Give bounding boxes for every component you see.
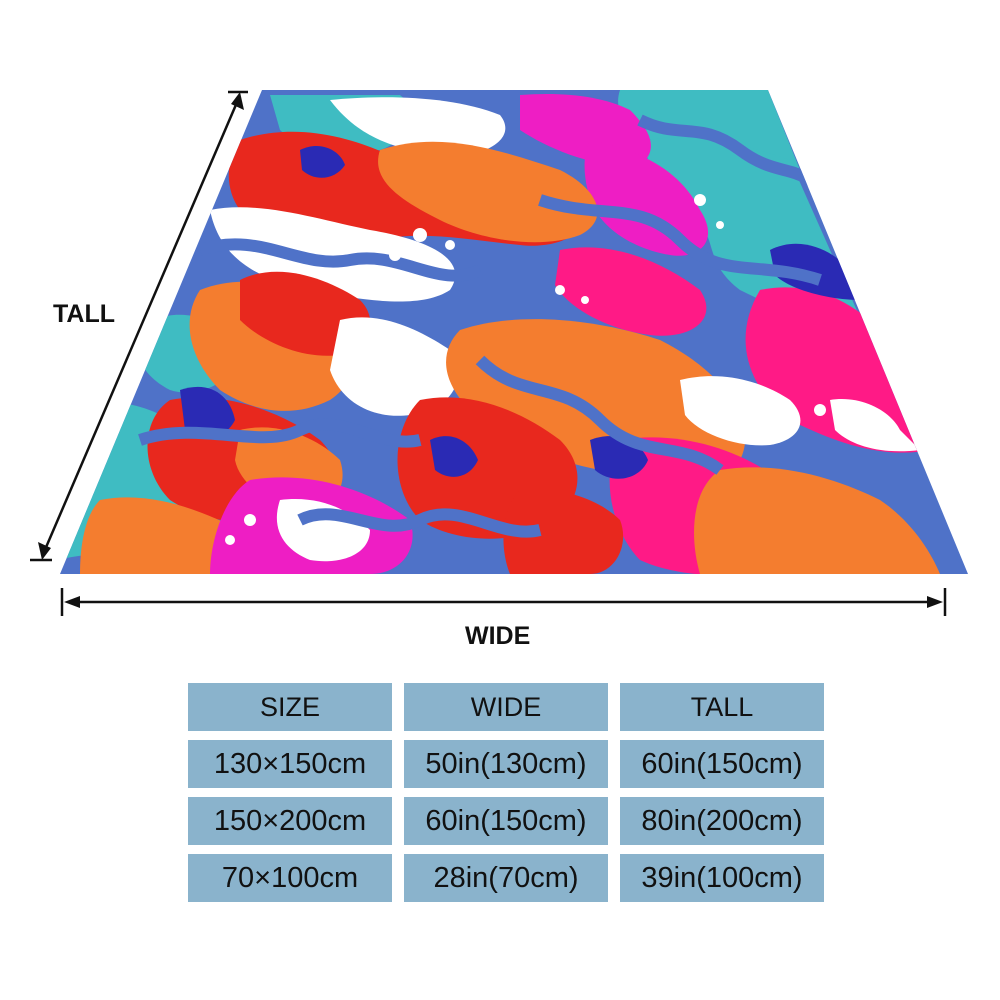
table-cell-tall: 39in(100cm) — [620, 854, 824, 902]
size-table: SIZE WIDE TALL 130×150cm 50in(130cm) 60i… — [188, 683, 824, 902]
table-header-tall: TALL — [620, 683, 824, 731]
table-cell-size: 70×100cm — [188, 854, 392, 902]
wide-dimension-arrow — [60, 588, 947, 616]
table-cell-size: 150×200cm — [188, 797, 392, 845]
table-cell-wide: 50in(130cm) — [404, 740, 608, 788]
table-cell-size: 130×150cm — [188, 740, 392, 788]
tall-dimension-arrow — [30, 90, 248, 562]
table-cell-tall: 60in(150cm) — [620, 740, 824, 788]
table-cell-wide: 28in(70cm) — [404, 854, 608, 902]
wide-label: WIDE — [465, 622, 531, 650]
table-header-size: SIZE — [188, 683, 392, 731]
table-cell-tall: 80in(200cm) — [620, 797, 824, 845]
table-cell-wide: 60in(150cm) — [404, 797, 608, 845]
blanket-image — [60, 90, 968, 574]
table-header-wide: WIDE — [404, 683, 608, 731]
tall-label: TALL — [53, 300, 116, 328]
product-diagram — [30, 90, 968, 616]
